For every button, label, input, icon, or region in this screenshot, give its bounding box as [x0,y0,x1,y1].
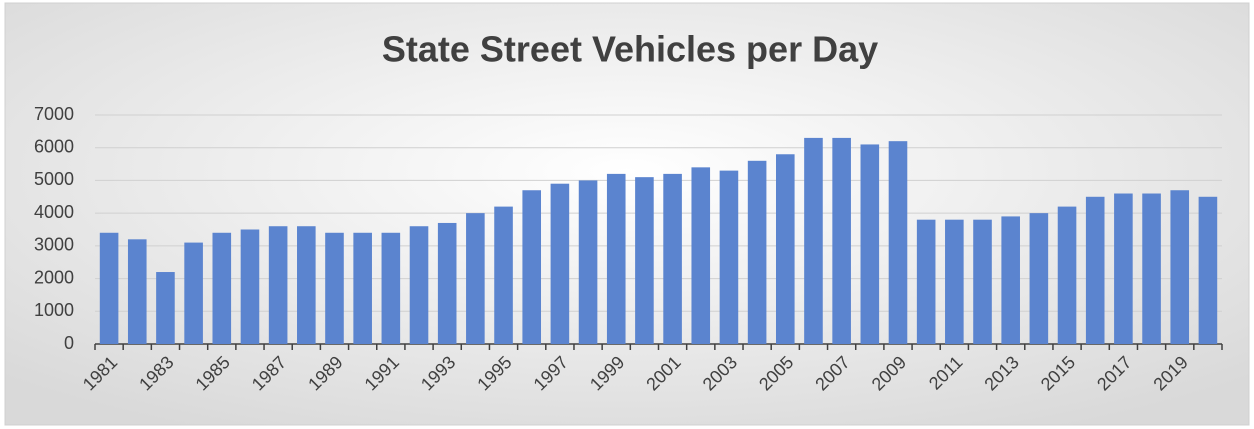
bar [240,229,260,344]
bar [916,219,936,344]
bar [888,141,908,344]
bar [1142,193,1161,344]
bar [212,232,232,344]
bar [156,272,175,344]
bar [691,167,711,344]
bar [945,219,964,344]
bar [1198,196,1218,344]
bar [353,232,372,344]
bar [522,190,542,344]
y-tick-label: 7000 [34,104,74,124]
bar [860,144,880,344]
y-tick-label: 6000 [34,136,74,156]
y-tick-label: 2000 [34,267,74,287]
y-tick-label: 5000 [34,169,74,189]
bar [381,232,401,344]
y-tick-label: 3000 [34,235,74,255]
bar [635,177,654,344]
bar [99,232,119,344]
bar [1001,216,1020,344]
bar [578,180,598,344]
bar [127,239,147,344]
chart-title: State Street Vehicles per Day [382,29,878,70]
bar [437,222,457,344]
y-tick-label: 1000 [34,300,74,320]
bar [409,226,429,344]
bar [494,206,513,344]
bar [268,226,288,344]
bar [466,213,485,344]
bar [973,219,992,344]
bar [606,173,626,344]
bar [775,154,795,344]
bar [719,170,739,344]
bar [1057,206,1077,344]
bar [663,173,682,344]
bar [184,242,203,344]
bar [1085,196,1105,344]
y-tick-label: 4000 [34,202,74,222]
bar [1114,193,1133,344]
bar [832,137,851,344]
bar [550,183,570,344]
bar [747,160,767,344]
y-tick-label: 0 [64,333,74,353]
bar [297,226,316,344]
bar [325,232,344,344]
bar [804,137,823,344]
bar [1029,213,1049,344]
bar [1170,190,1190,344]
